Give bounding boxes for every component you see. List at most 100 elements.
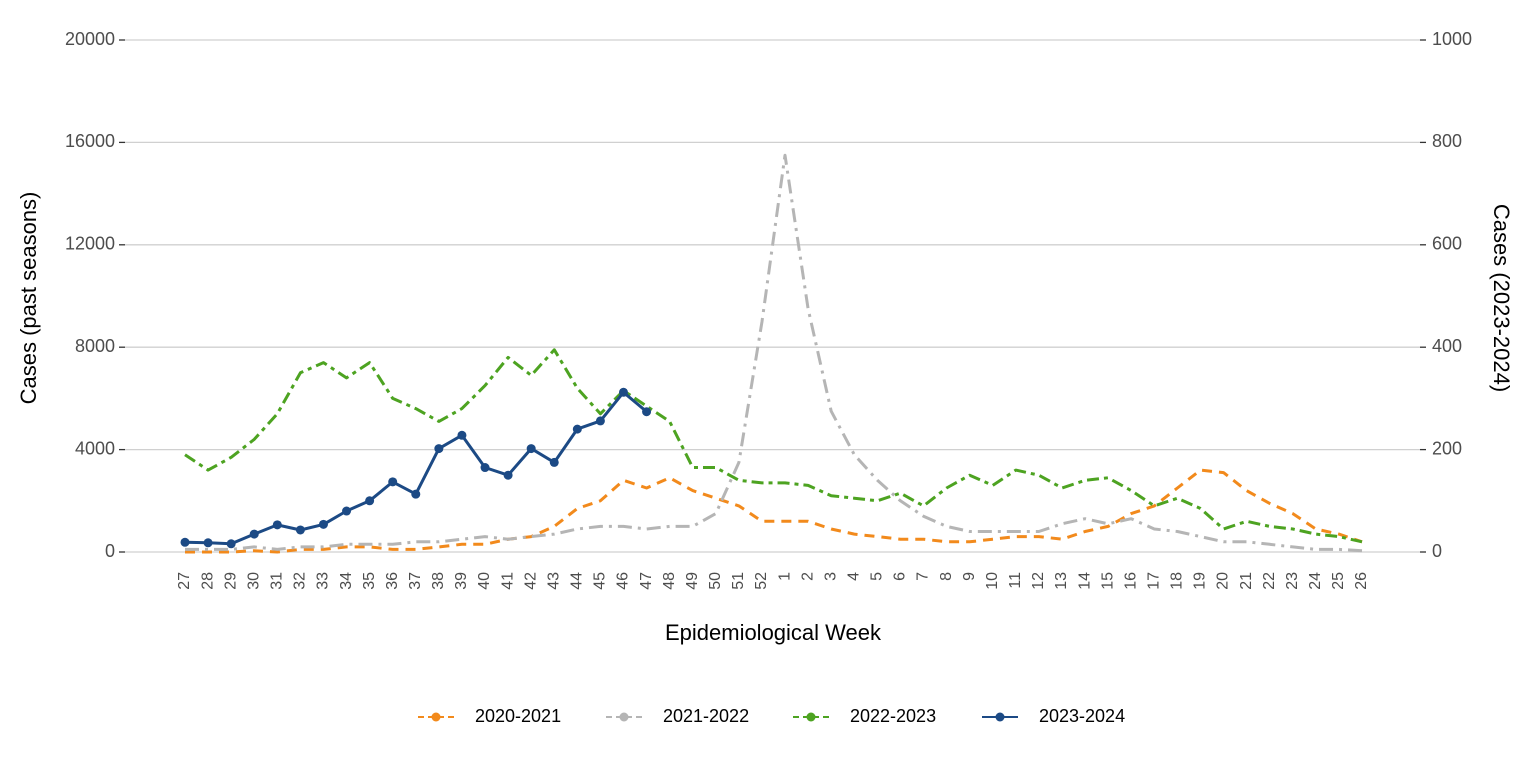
x-tick-label: 48: [661, 572, 678, 590]
point: [388, 477, 398, 487]
x-tick-label: 32: [292, 572, 309, 590]
x-tick-label: 13: [1053, 572, 1070, 590]
legend-label: 2021-2022: [663, 706, 749, 726]
point: [226, 539, 236, 549]
y2-tick-label: 800: [1432, 131, 1462, 151]
point: [457, 430, 467, 440]
series-line: [185, 468, 1363, 554]
point: [249, 529, 259, 539]
x-tick-label: 16: [1122, 572, 1139, 590]
point: [411, 489, 421, 499]
legend-marker: [995, 712, 1005, 722]
x-tick-label: 7: [915, 572, 932, 581]
point: [434, 444, 444, 454]
point: [342, 506, 352, 516]
point: [549, 457, 559, 467]
point: [203, 538, 213, 548]
x-tick-label: 20: [1215, 572, 1232, 590]
x-tick-label: 49: [684, 572, 701, 590]
y-tick-label: 16000: [65, 131, 115, 151]
x-tick-label: 15: [1099, 572, 1116, 590]
x-tick-label: 29: [222, 572, 239, 590]
x-tick-label: 5: [869, 572, 886, 581]
x-tick-label: 33: [315, 572, 332, 590]
point: [526, 444, 536, 454]
x-tick-label: 37: [407, 572, 424, 590]
x-tick-label: 22: [1261, 572, 1278, 590]
x-tick-label: 35: [361, 572, 378, 590]
y2-tick-label: 600: [1432, 234, 1462, 254]
point: [503, 470, 513, 480]
legend-label: 2023-2024: [1039, 706, 1125, 726]
legend-marker: [806, 712, 816, 722]
x-tick-label: 38: [430, 572, 447, 590]
x-tick-label: 9: [961, 572, 978, 581]
y-tick-label: 4000: [75, 438, 115, 458]
x-tick-label: 21: [1238, 572, 1255, 590]
x-tick-label: 24: [1307, 572, 1324, 590]
point: [295, 525, 305, 535]
y2-tick-label: 400: [1432, 336, 1462, 356]
x-tick-label: 45: [592, 572, 609, 590]
x-tick-label: 47: [638, 572, 655, 590]
x-tick-label: 43: [545, 572, 562, 590]
y-axis-title: Cases (past seasons): [16, 192, 41, 405]
x-tick-label: 25: [1330, 572, 1347, 590]
x-tick-label: 11: [1007, 572, 1024, 589]
series-line: [184, 390, 648, 546]
x-tick-label: 41: [499, 572, 516, 590]
legend-marker: [619, 712, 629, 722]
point: [180, 537, 190, 547]
x-tick-label: 36: [384, 572, 401, 590]
y-tick-label: 20000: [65, 29, 115, 49]
y2-axis-title: Cases (2023-2024): [1489, 204, 1514, 392]
x-tick-label: 17: [1146, 572, 1163, 590]
point: [595, 416, 605, 426]
legend-marker: [431, 712, 441, 722]
x-tick-label: 2: [799, 572, 816, 581]
point: [618, 387, 628, 397]
series-line: [185, 153, 1363, 553]
point: [365, 496, 375, 506]
x-tick-label: 42: [522, 572, 539, 590]
x-tick-label: 12: [1030, 572, 1047, 590]
x-tick-label: 4: [845, 572, 862, 581]
x-tick-label: 31: [269, 572, 286, 590]
x-tick-label: 18: [1169, 572, 1186, 590]
x-tick-label: 27: [176, 572, 193, 590]
x-tick-label: 46: [615, 572, 632, 590]
y-tick-label: 0: [105, 541, 115, 561]
x-tick-label: 19: [1192, 572, 1209, 590]
x-tick-label: 50: [707, 572, 724, 590]
x-tick-label: 51: [730, 572, 747, 590]
point: [642, 407, 652, 417]
y2-tick-label: 0: [1432, 541, 1442, 561]
point: [272, 520, 282, 530]
x-tick-label: 28: [199, 572, 216, 590]
point: [480, 463, 490, 473]
x-tick-label: 30: [245, 572, 262, 590]
point: [572, 424, 582, 434]
y2-tick-label: 200: [1432, 438, 1462, 458]
x-tick-label: 39: [453, 572, 470, 590]
x-tick-label: 40: [476, 572, 493, 590]
x-tick-label: 6: [892, 572, 909, 581]
x-tick-label: 1: [776, 572, 793, 581]
legend-label: 2022-2023: [850, 706, 936, 726]
y2-tick-label: 1000: [1432, 29, 1472, 49]
y-tick-label: 8000: [75, 336, 115, 356]
legend-label: 2020-2021: [475, 706, 561, 726]
x-tick-label: 10: [984, 572, 1001, 590]
x-axis-title: Epidemiological Week: [665, 620, 882, 645]
series-line: [184, 348, 1363, 544]
x-tick-label: 26: [1353, 572, 1370, 590]
point: [318, 519, 328, 529]
y-tick-label: 12000: [65, 234, 115, 254]
x-tick-label: 44: [569, 572, 586, 590]
x-tick-label: 3: [822, 572, 839, 581]
x-tick-label: 34: [338, 572, 355, 590]
x-tick-label: 8: [938, 572, 955, 581]
x-tick-label: 14: [1076, 572, 1093, 590]
x-tick-label: 23: [1284, 572, 1301, 590]
